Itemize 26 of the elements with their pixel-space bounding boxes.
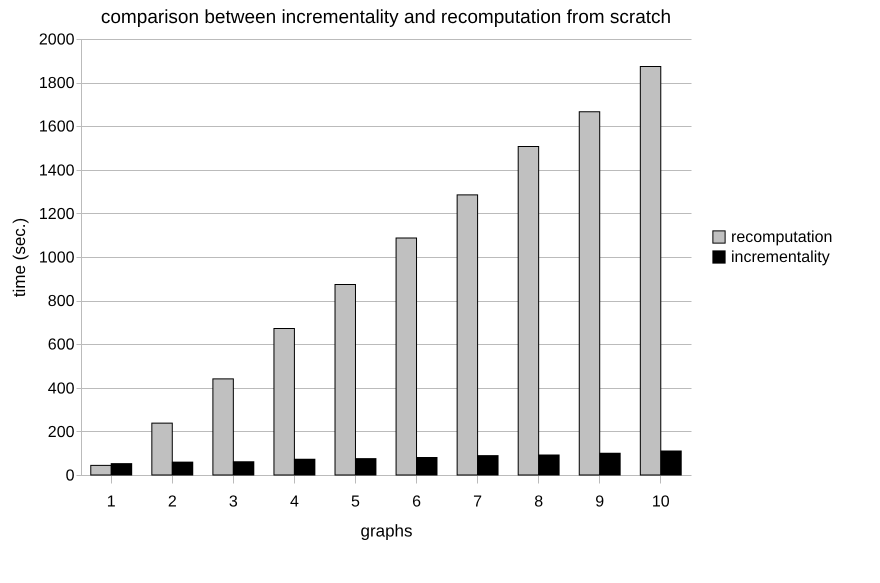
legend-label: recomputation (731, 229, 832, 246)
x-tick-label: 5 (351, 494, 360, 510)
y-tick-label: 1200 (38, 206, 75, 223)
x-tick-label: 2 (168, 494, 177, 510)
y-tick-label: 1800 (38, 75, 75, 92)
legend-label: incrementality (731, 249, 830, 266)
x-tick-label: 8 (534, 494, 544, 510)
chart-title: comparison between incrementality and recomputation from scratch (100, 7, 672, 28)
x-tick-label: 7 (473, 494, 482, 510)
x-tick-label: 1 (106, 494, 116, 510)
y-tick-label: 400 (48, 380, 75, 398)
y-tick-label: 600 (48, 336, 75, 354)
y-axis-title: time (sec.) (10, 218, 29, 298)
y-tick-label: 1600 (38, 118, 75, 136)
x-tick-label: 3 (228, 494, 238, 510)
x-tick-label: 4 (290, 494, 299, 510)
y-tick-label: 1000 (38, 250, 75, 266)
x-tick-label: 10 (652, 494, 670, 510)
y-tick-label: 2000 (38, 32, 75, 48)
y-tick-label: 0 (66, 468, 75, 484)
y-tick-label: 1400 (38, 162, 75, 180)
x-tick-label: 9 (595, 494, 604, 510)
y-tick-label: 800 (48, 293, 75, 310)
y-tick-label: 200 (48, 424, 75, 441)
x-axis-title: graphs (360, 522, 412, 540)
x-tick-label: 6 (412, 494, 422, 510)
